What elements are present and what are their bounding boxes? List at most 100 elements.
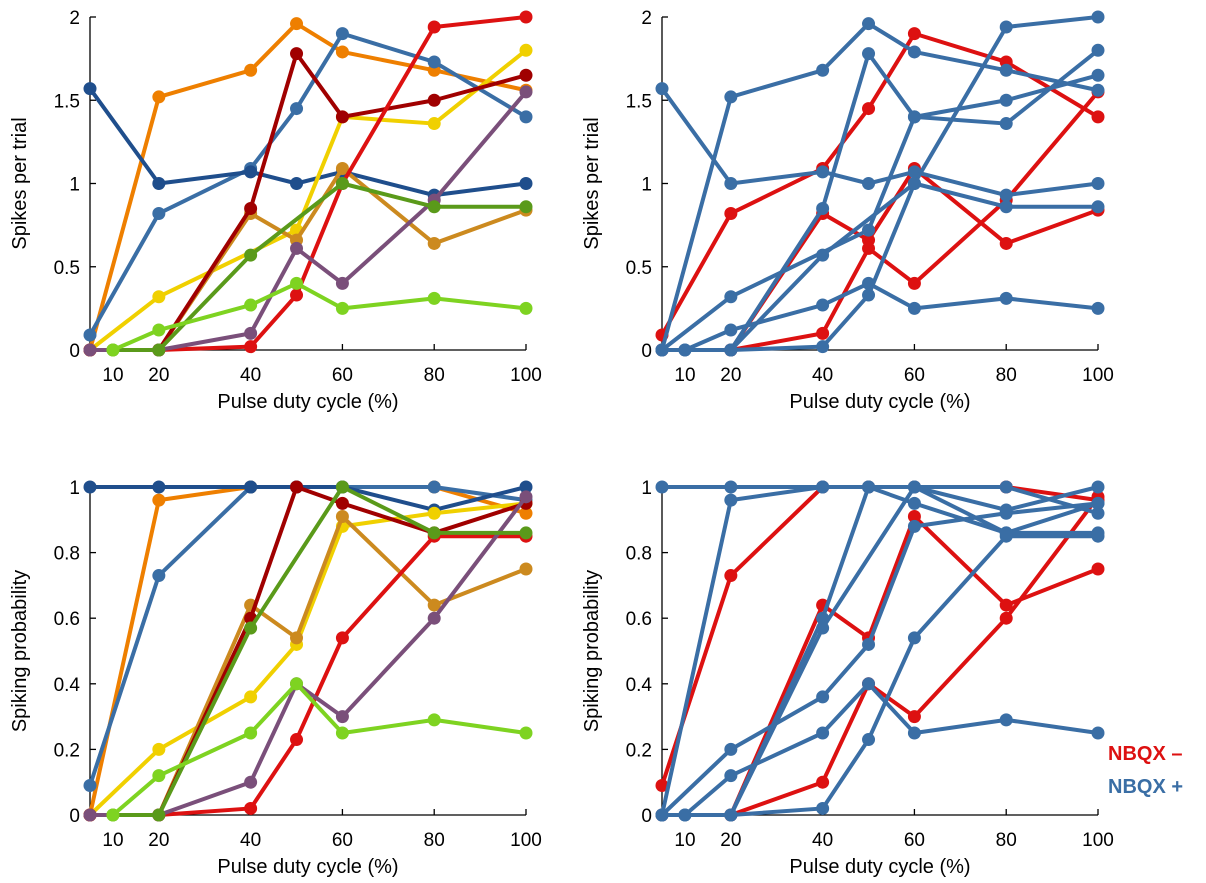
series-line <box>682 681 1100 817</box>
x-tick-label: 40 <box>812 830 833 851</box>
y-tick-label: 0.6 <box>626 609 652 630</box>
data-point <box>907 177 921 190</box>
data-point <box>999 526 1013 540</box>
y-tick-label: 0.4 <box>54 675 81 696</box>
data-point <box>1091 110 1105 124</box>
series-1 <box>655 480 1105 792</box>
series-1 <box>655 27 1105 342</box>
data-point <box>152 343 166 357</box>
data-point <box>1091 68 1105 82</box>
data-point <box>816 165 830 179</box>
data-point <box>290 17 304 31</box>
data-point <box>427 506 441 520</box>
data-point <box>290 677 304 691</box>
data-point <box>907 301 921 315</box>
data-point <box>290 288 304 302</box>
data-point <box>655 82 669 96</box>
data-point <box>862 177 876 190</box>
x-tick-label: 20 <box>148 830 169 851</box>
data-point <box>655 343 669 357</box>
data-point <box>724 90 738 104</box>
data-point <box>519 506 533 520</box>
data-point <box>862 637 876 651</box>
data-point <box>427 713 441 727</box>
data-point <box>152 90 166 104</box>
data-point <box>290 276 304 290</box>
data-point <box>724 493 738 507</box>
panel-top-left: 0 0.5 1 1.5 2 10 20 40 60 80 100 Pulse duty cycle (… <box>9 8 542 413</box>
data-point <box>519 726 533 740</box>
data-point <box>1091 10 1105 24</box>
data-point <box>83 808 97 822</box>
y-tick-label: 0 <box>641 806 652 827</box>
y-tick-label: 0.6 <box>54 609 80 630</box>
data-point <box>519 110 533 124</box>
y-tick-label: 0.4 <box>626 675 653 696</box>
data-point <box>724 808 738 822</box>
series-line <box>88 501 528 817</box>
data-point <box>724 206 738 220</box>
data-point <box>244 480 258 494</box>
data-point <box>244 298 258 312</box>
data-point <box>816 690 830 704</box>
y-tick-label: 1.5 <box>54 91 80 112</box>
data-point <box>862 241 876 255</box>
data-point <box>655 808 669 822</box>
data-point <box>678 808 692 822</box>
data-point <box>427 598 441 612</box>
data-point <box>862 288 876 302</box>
series-10 <box>678 276 1105 357</box>
data-point <box>1091 301 1105 315</box>
data-point <box>335 726 349 740</box>
data-point <box>816 480 830 494</box>
data-point <box>335 45 349 59</box>
data-point <box>724 480 738 494</box>
data-point <box>427 611 441 625</box>
x-tick-label: 100 <box>510 365 542 386</box>
x-tick-label: 20 <box>720 365 741 386</box>
data-point <box>290 241 304 255</box>
data-point <box>724 343 738 357</box>
data-point <box>999 93 1013 107</box>
data-point <box>724 290 738 304</box>
x-tick-label: 40 <box>240 830 261 851</box>
data-point <box>427 93 441 107</box>
data-point <box>83 343 97 357</box>
data-point <box>152 480 166 494</box>
data-point <box>335 631 349 645</box>
data-point <box>152 808 166 822</box>
x-tick-label: 60 <box>332 830 353 851</box>
data-point <box>519 43 533 57</box>
data-point <box>427 480 441 494</box>
data-point <box>816 340 830 354</box>
series-2 <box>655 510 1105 822</box>
series-line <box>88 48 528 352</box>
data-point <box>335 177 349 190</box>
data-point <box>152 742 166 756</box>
x-tick-label: 100 <box>510 830 542 851</box>
data-point <box>519 85 533 99</box>
x-axis-label: Pulse duty cycle (%) <box>789 856 970 878</box>
data-point <box>290 480 304 494</box>
data-point <box>519 526 533 540</box>
x-axis-label: Pulse duty cycle (%) <box>217 391 398 413</box>
data-point <box>907 480 921 494</box>
data-point <box>152 206 166 220</box>
y-tick-label: 0.5 <box>54 258 80 279</box>
data-point <box>999 63 1013 77</box>
x-tick-label: 100 <box>1082 830 1114 851</box>
y-tick-label: 0 <box>641 341 652 362</box>
data-point <box>999 188 1013 202</box>
data-point <box>244 63 258 77</box>
panel-bottom-right: 0 0.2 0.4 0.6 0.8 1 10 20 40 60 80 100 Pulse duty cy… <box>581 478 1114 878</box>
data-point <box>862 223 876 237</box>
data-point <box>862 102 876 116</box>
series-line <box>110 181 528 352</box>
data-point <box>152 769 166 783</box>
data-point <box>106 808 120 822</box>
x-axis-label: Pulse duty cycle (%) <box>217 856 398 878</box>
data-point <box>335 110 349 124</box>
data-point <box>519 10 533 24</box>
data-point <box>816 801 830 815</box>
